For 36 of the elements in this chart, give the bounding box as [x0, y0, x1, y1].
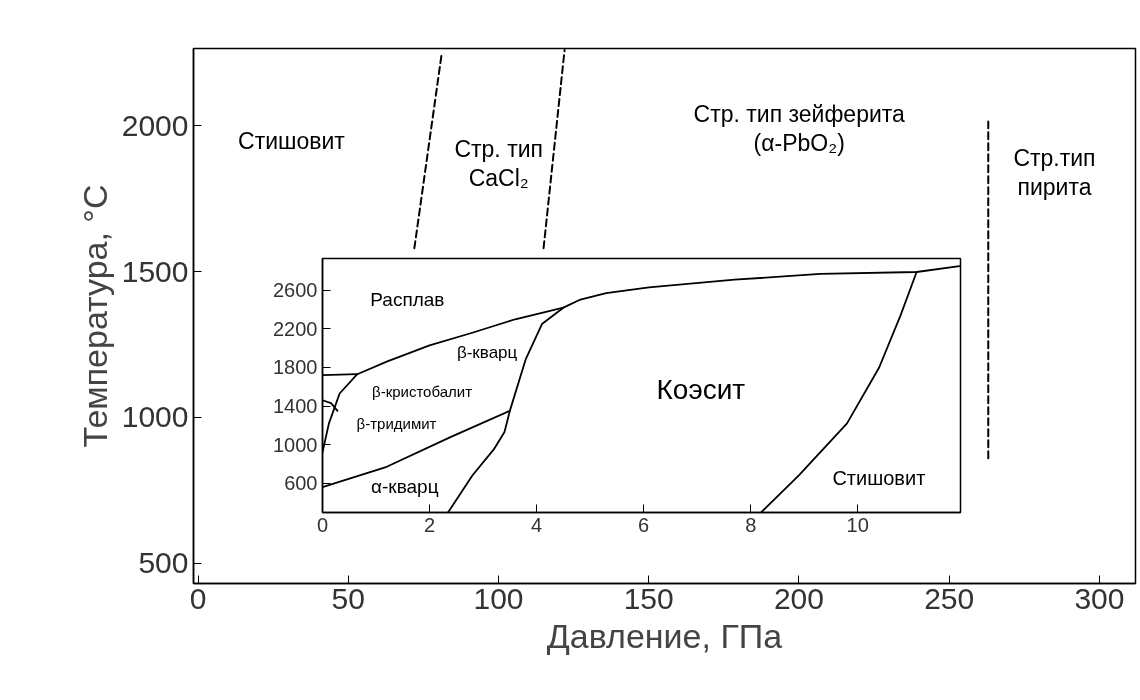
- x-tick-label: 300: [1074, 581, 1125, 615]
- annotation: Стр.тип пирита: [1013, 145, 1096, 200]
- y-tick-label: 2200: [273, 317, 318, 340]
- annotation: Коэсит: [656, 373, 746, 405]
- annotation: Стр. тип CaCl₂: [454, 136, 543, 191]
- y-tick-label: 1000: [273, 433, 318, 456]
- x-tick-label: 0: [316, 513, 329, 536]
- x-tick-label: 250: [924, 581, 975, 615]
- x-tick-label: 8: [745, 513, 757, 536]
- x-tick-label: 200: [773, 581, 824, 615]
- y-tick-label: 1400: [273, 395, 318, 418]
- x-axis-title: Давление, ГПа: [546, 616, 783, 655]
- annotation: Стишовит: [238, 127, 346, 154]
- x-tick-label: 6: [638, 513, 650, 536]
- annotation: Расплав: [370, 289, 445, 311]
- y-tick-label: 1800: [273, 356, 318, 379]
- annotation: β-кристобалит: [372, 382, 473, 400]
- x-tick-label: 10: [846, 513, 869, 536]
- y-axis-title: Температура, °C: [75, 184, 114, 448]
- x-tick-label: 50: [331, 581, 365, 615]
- annotation: α-кварц: [371, 476, 439, 498]
- x-tick-label: 2: [423, 513, 436, 536]
- annotation: β-тридимит: [356, 415, 437, 433]
- y-tick-label: 1500: [121, 254, 189, 288]
- x-tick-label: 150: [623, 581, 674, 615]
- y-tick-label: 500: [138, 546, 189, 580]
- y-tick-label: 1000: [121, 400, 189, 434]
- annotation: Стишовит: [832, 467, 926, 490]
- x-tick-label: 4: [531, 513, 543, 536]
- annotation: Стр. тип зейферита (α-PbO₂): [693, 101, 906, 157]
- annotation: β-кварц: [456, 342, 518, 362]
- y-tick-label: 600: [284, 472, 318, 495]
- x-tick-label: 100: [473, 581, 524, 615]
- y-tick-label: 2000: [121, 108, 189, 142]
- x-tick-label: 0: [189, 581, 207, 615]
- y-tick-label: 2600: [273, 279, 318, 302]
